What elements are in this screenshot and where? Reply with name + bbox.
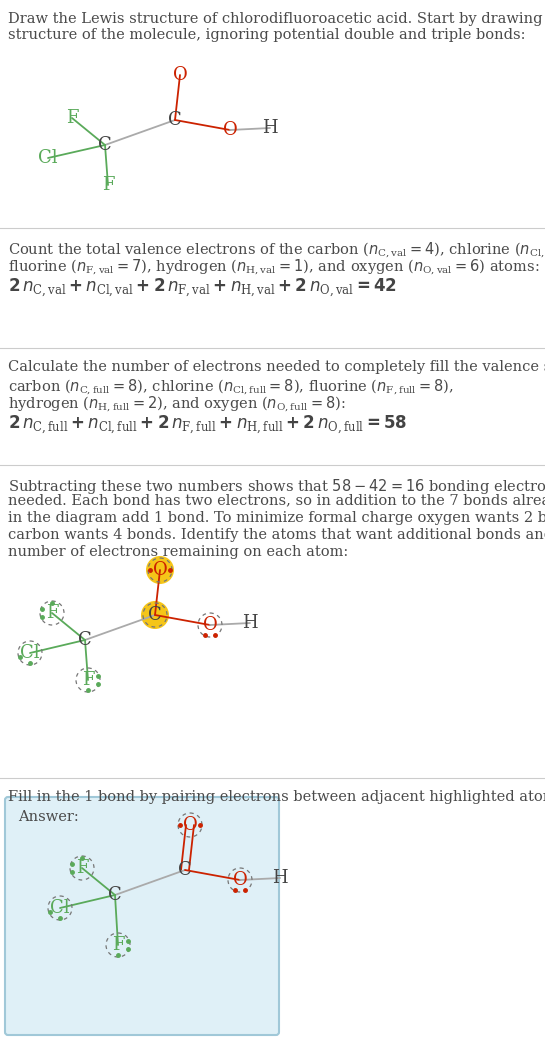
Text: Cl: Cl — [20, 644, 40, 662]
Text: O: O — [153, 561, 167, 579]
Text: O: O — [173, 66, 187, 84]
Text: F: F — [66, 109, 78, 127]
Text: in the diagram add 1 bond. To minimize formal charge oxygen wants 2 bonds and: in the diagram add 1 bond. To minimize f… — [8, 511, 545, 525]
Text: H: H — [242, 614, 258, 632]
Text: O: O — [233, 872, 247, 889]
FancyBboxPatch shape — [5, 797, 279, 1035]
Text: needed. Each bond has two electrons, so in addition to the 7 bonds already prese: needed. Each bond has two electrons, so … — [8, 494, 545, 508]
Text: $\bf{2}\,\mathit{n}_\mathregular{C,val}+\mathit{n}_\mathregular{Cl,val}+\bf{2}\,: $\bf{2}\,\mathit{n}_\mathregular{C,val}+… — [8, 277, 397, 300]
Text: C: C — [98, 136, 112, 154]
Text: Fill in the 1 bond by pairing electrons between adjacent highlighted atoms:: Fill in the 1 bond by pairing electrons … — [8, 790, 545, 804]
Text: C: C — [148, 606, 162, 624]
Text: Answer:: Answer: — [18, 810, 78, 824]
Text: H: H — [272, 869, 288, 887]
Text: fluorine ($n_\mathregular{F,val}=7$), hydrogen ($n_\mathregular{H,val}=1$), and : fluorine ($n_\mathregular{F,val}=7$), hy… — [8, 257, 540, 277]
Text: Count the total valence electrons of the carbon ($n_\mathregular{C,val}=4$), chl: Count the total valence electrons of the… — [8, 240, 545, 260]
Text: F: F — [82, 671, 94, 688]
Text: F: F — [112, 936, 124, 954]
Text: C: C — [78, 631, 92, 649]
Circle shape — [141, 601, 169, 629]
Text: O: O — [203, 616, 217, 634]
Text: Subtracting these two numbers shows that $58-42=16$ bonding electrons are: Subtracting these two numbers shows that… — [8, 477, 545, 496]
Text: F: F — [46, 604, 58, 622]
Text: carbon wants 4 bonds. Identify the atoms that want additional bonds and the: carbon wants 4 bonds. Identify the atoms… — [8, 528, 545, 542]
Text: Calculate the number of electrons needed to completely fill the valence shells f: Calculate the number of electrons needed… — [8, 360, 545, 374]
Text: F: F — [102, 176, 114, 194]
Text: carbon ($n_\mathregular{C,full}=8$), chlorine ($n_\mathregular{Cl,full}=8$), flu: carbon ($n_\mathregular{C,full}=8$), chl… — [8, 376, 454, 397]
Text: O: O — [222, 121, 238, 139]
Text: H: H — [262, 119, 278, 137]
Text: C: C — [108, 886, 122, 904]
Text: O: O — [183, 816, 197, 834]
Text: Draw the Lewis structure of chlorodifluoroacetic acid. Start by drawing the over: Draw the Lewis structure of chlorodifluo… — [8, 12, 545, 26]
Text: number of electrons remaining on each atom:: number of electrons remaining on each at… — [8, 545, 348, 560]
Text: hydrogen ($n_\mathregular{H,full}=2$), and oxygen ($n_\mathregular{O,full}=8$):: hydrogen ($n_\mathregular{H,full}=2$), a… — [8, 394, 346, 414]
Text: Cl: Cl — [50, 899, 70, 917]
Text: C: C — [168, 111, 182, 129]
Text: C: C — [178, 861, 192, 879]
Text: $\bf{2}\,\mathit{n}_\mathregular{C,full}+\mathit{n}_\mathregular{Cl,full}+\bf{2}: $\bf{2}\,\mathit{n}_\mathregular{C,full}… — [8, 414, 408, 437]
Circle shape — [146, 556, 174, 584]
Text: F: F — [76, 859, 88, 877]
Text: structure of the molecule, ignoring potential double and triple bonds:: structure of the molecule, ignoring pote… — [8, 28, 525, 42]
Text: Cl: Cl — [38, 149, 58, 167]
